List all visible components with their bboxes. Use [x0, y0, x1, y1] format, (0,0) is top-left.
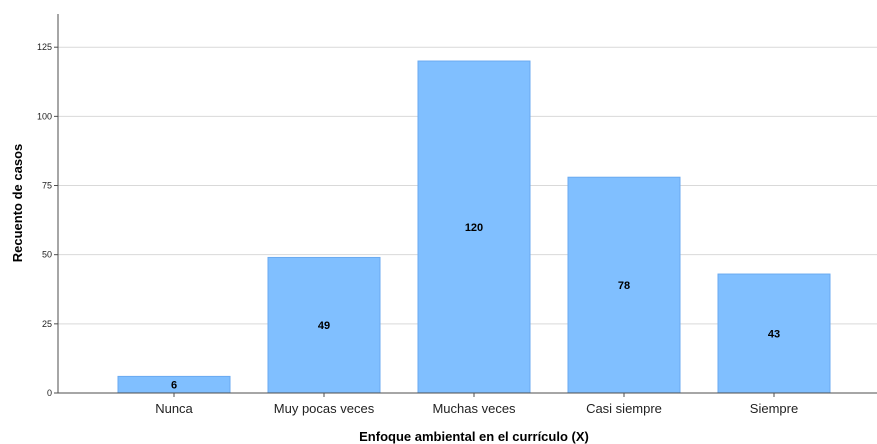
bars — [117, 60, 831, 394]
x-tick-label: Nunca — [155, 401, 193, 416]
axes — [54, 14, 877, 397]
x-axis-title: Enfoque ambiental en el currículo (X) — [359, 429, 589, 444]
y-axis-title: Recuento de casos — [10, 144, 25, 263]
x-tick-label: Muchas veces — [432, 401, 516, 416]
data-label: 43 — [768, 329, 780, 341]
data-label: 49 — [318, 320, 330, 332]
data-label: 6 — [171, 380, 177, 392]
y-tick-label: 75 — [42, 181, 52, 191]
bar — [717, 273, 831, 394]
x-tick-label: Muy pocas veces — [274, 401, 375, 416]
data-label: 120 — [465, 222, 483, 234]
bar — [567, 176, 681, 394]
y-tick-label: 100 — [37, 111, 52, 121]
x-tick-label: Casi siempre — [586, 401, 662, 416]
bar — [417, 60, 531, 394]
labels: 0 25 50 75 100 125 6 Nunca 49 Muy pocas veces 120 M… — [37, 42, 798, 416]
y-tick-label: 0 — [47, 388, 52, 398]
data-label: 78 — [618, 280, 630, 292]
y-tick-label: 125 — [37, 42, 52, 52]
x-tick-label: Siempre — [750, 401, 798, 416]
y-tick-label: 50 — [42, 250, 52, 260]
y-tick-label: 25 — [42, 319, 52, 329]
bar — [267, 256, 381, 394]
